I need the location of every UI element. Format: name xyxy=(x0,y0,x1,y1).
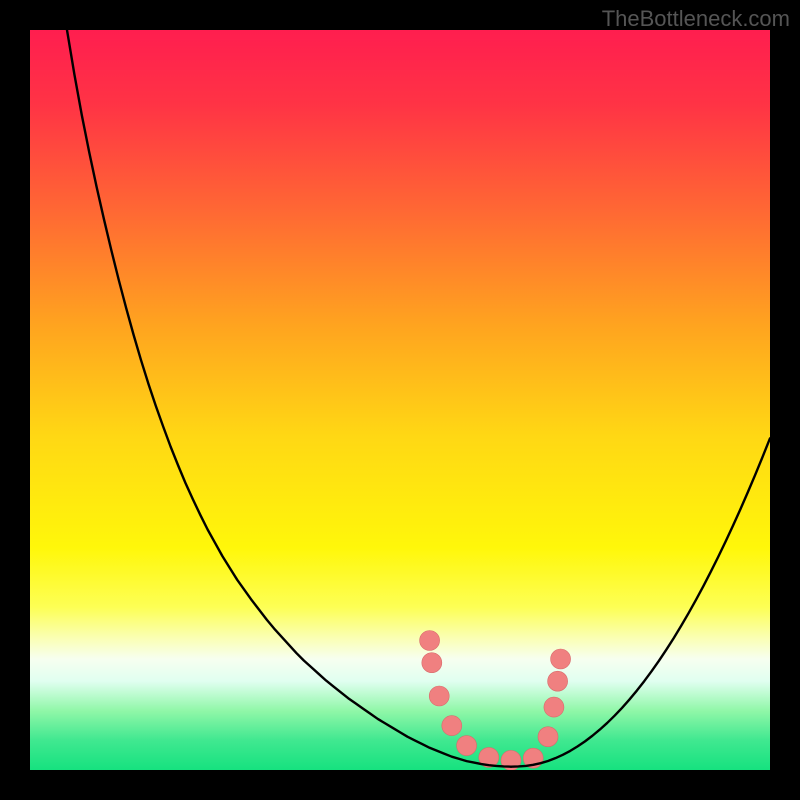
chart-frame: TheBottleneck.com xyxy=(0,0,800,800)
plot-area xyxy=(30,30,770,770)
marker-dot xyxy=(551,649,571,669)
watermark-text: TheBottleneck.com xyxy=(602,6,790,32)
marker-dot xyxy=(442,716,462,736)
marker-dot xyxy=(457,736,477,756)
marker-dot xyxy=(544,697,564,717)
marker-dot xyxy=(538,727,558,747)
marker-dot xyxy=(429,686,449,706)
marker-dot xyxy=(548,671,568,691)
marker-dot xyxy=(422,653,442,673)
chart-svg xyxy=(30,30,770,770)
marker-dot xyxy=(420,631,440,651)
